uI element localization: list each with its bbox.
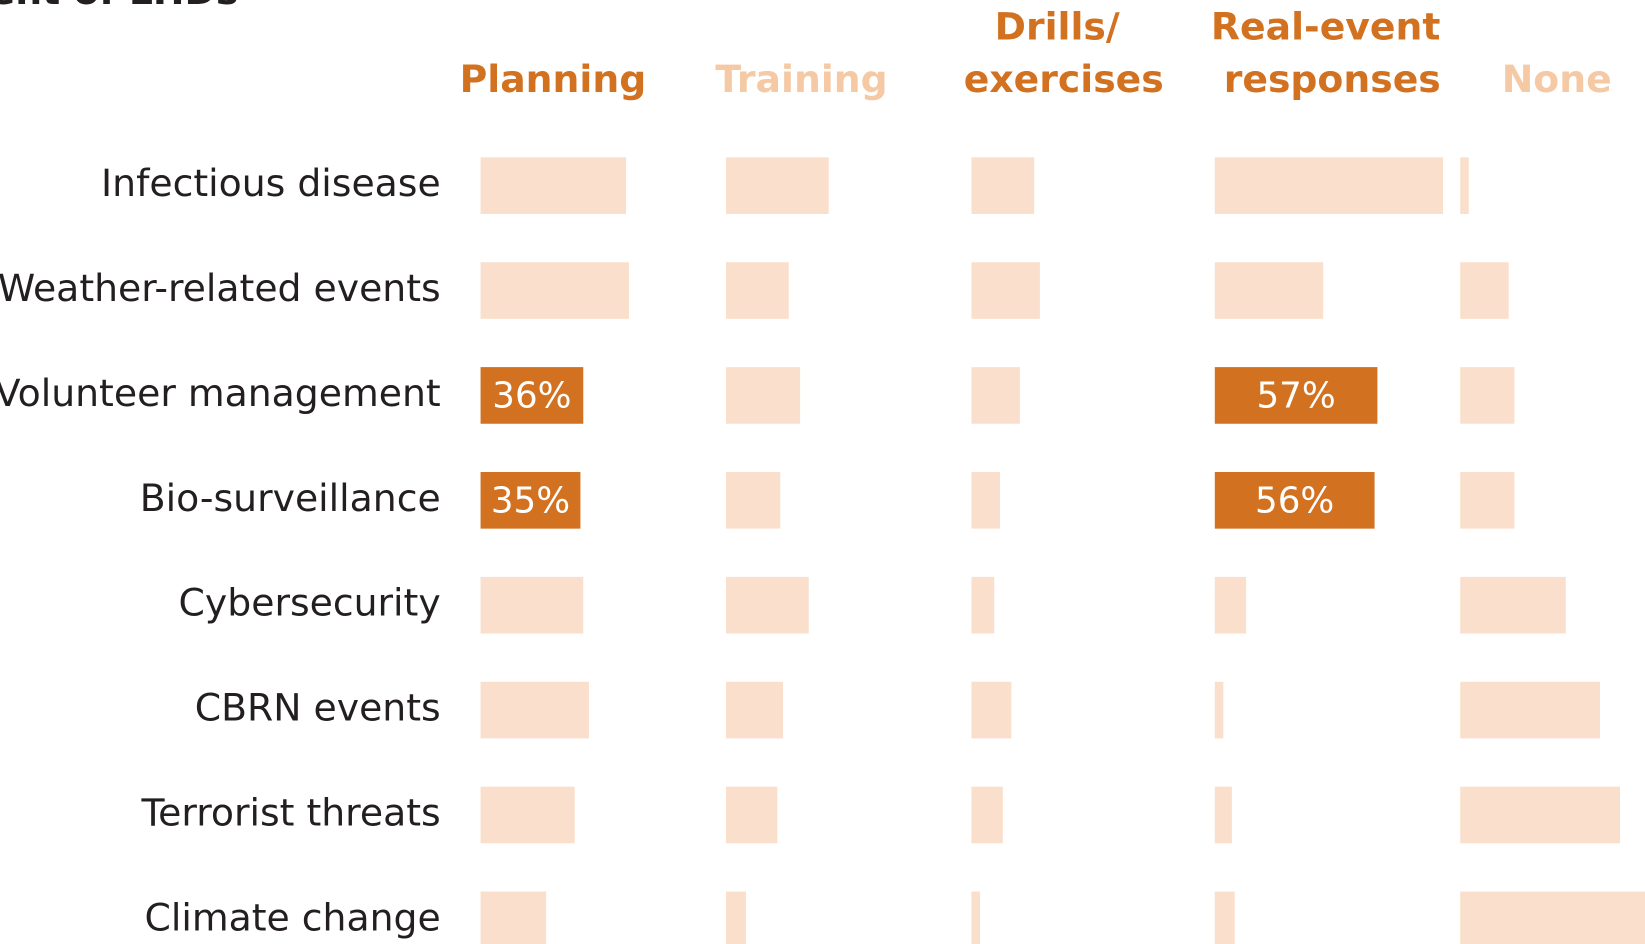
bar	[480, 681, 589, 739]
bar	[480, 576, 584, 634]
bar	[1460, 786, 1620, 844]
bar	[1460, 891, 1645, 944]
bar	[1460, 681, 1601, 739]
chart-title: ent of LHDs	[0, 0, 238, 13]
row-label: CBRN events	[195, 686, 441, 730]
bar	[480, 262, 629, 319]
bar	[971, 681, 1012, 739]
bar	[971, 262, 1040, 319]
bar	[1214, 472, 1375, 529]
value-label: 57%	[1256, 376, 1335, 417]
row-label: Volunteer management	[0, 371, 441, 415]
bar	[726, 681, 784, 739]
column-header: Planning	[460, 56, 647, 100]
bar	[480, 786, 575, 844]
bar	[971, 367, 1020, 424]
bar	[971, 472, 1000, 529]
bar	[726, 472, 781, 529]
bar	[1460, 367, 1515, 424]
bar	[1214, 891, 1235, 944]
bar	[1214, 262, 1324, 319]
row-label: Weather-related events	[0, 266, 441, 310]
row-label: Climate change	[145, 895, 441, 939]
bar	[1214, 681, 1224, 739]
row-label: Cybersecurity	[179, 581, 441, 625]
bar	[726, 157, 829, 214]
row-label: Infectious disease	[101, 161, 441, 205]
bar	[1214, 157, 1444, 214]
bar	[1460, 157, 1469, 214]
bar	[480, 367, 584, 424]
row-label: Terrorist threats	[140, 790, 440, 834]
bar	[726, 576, 809, 634]
bar	[480, 891, 547, 944]
bar	[971, 157, 1035, 214]
bar	[726, 262, 789, 319]
bar	[1214, 576, 1247, 634]
column-header: Real-event responses	[1211, 4, 1454, 100]
bar	[971, 576, 995, 634]
column-header: Drills/ exercises	[964, 4, 1164, 100]
bar	[1214, 786, 1232, 844]
bar	[1460, 472, 1515, 529]
bar	[1460, 576, 1566, 634]
row-label: Bio-surveillance	[140, 476, 441, 520]
value-label: 35%	[491, 480, 570, 521]
bar	[971, 786, 1003, 844]
bar	[1214, 367, 1378, 424]
bar	[480, 157, 627, 214]
bar	[1460, 262, 1509, 319]
bar	[726, 786, 778, 844]
column-header: Training	[715, 56, 887, 100]
bar	[480, 472, 581, 529]
value-label: 56%	[1255, 480, 1334, 521]
bar	[726, 367, 801, 424]
bar	[971, 891, 981, 944]
column-header: None	[1502, 56, 1612, 100]
bar	[726, 891, 746, 944]
value-label: 36%	[492, 376, 571, 417]
